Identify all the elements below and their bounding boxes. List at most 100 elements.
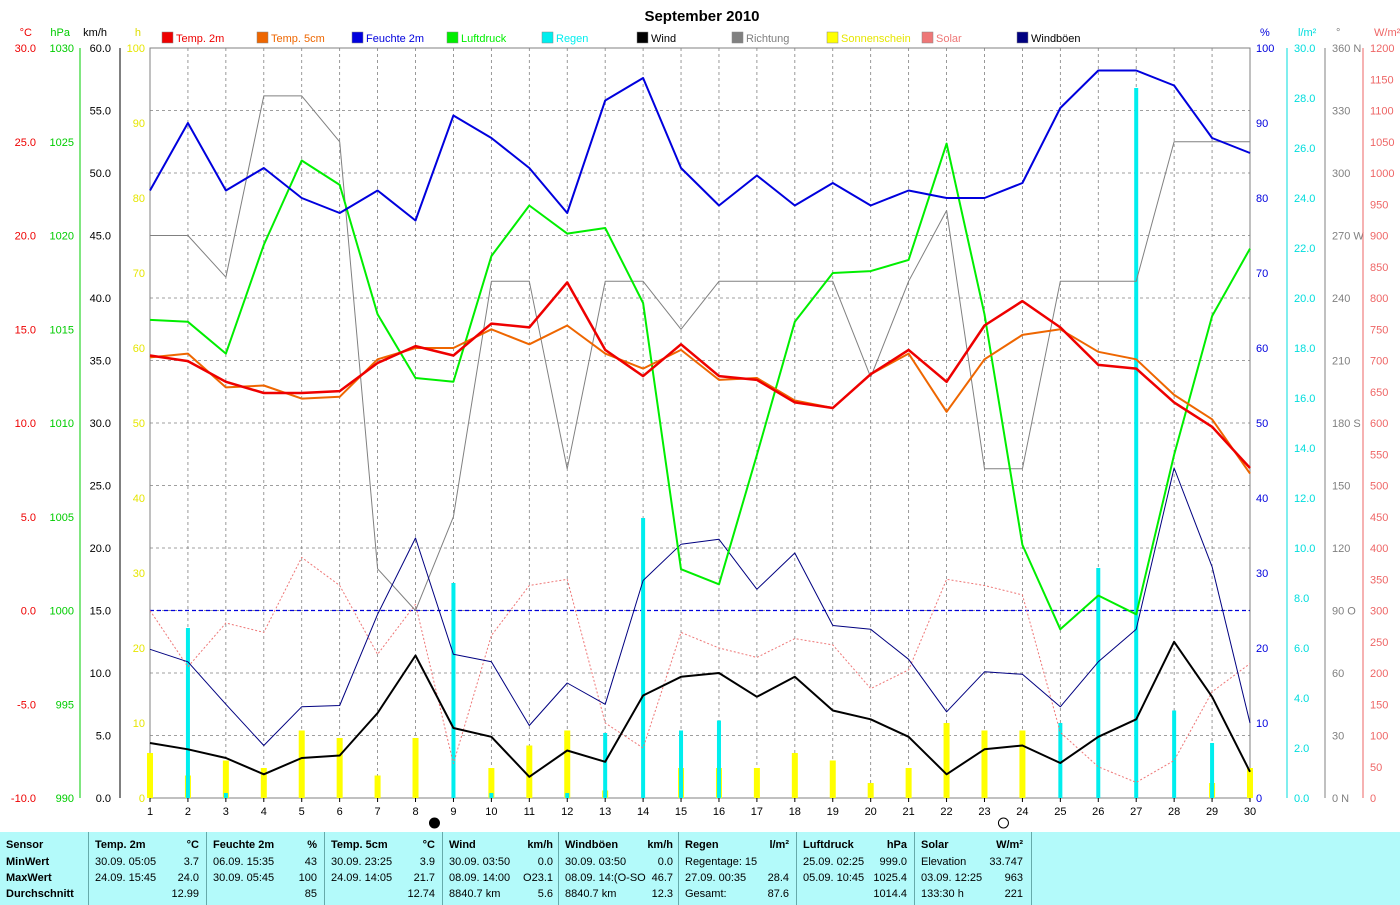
series-line-wind	[149, 640, 1251, 778]
sunshine-bar	[1019, 730, 1026, 798]
x-tick-label: 30	[1244, 806, 1256, 818]
stats-solar-elevation-label: Elevation	[921, 856, 967, 868]
stats-row-min-label: MinWert	[6, 856, 50, 868]
stats-regen-column: Regen l/m² Regentage: 15 27.09. 00:35 28…	[678, 832, 797, 905]
stats-temp2m-min-value: 3.7	[183, 856, 199, 868]
stats-sensor-title: Sensor	[6, 839, 44, 851]
rain-bar	[1134, 88, 1139, 798]
stats-wind-total: 8840.7 km	[449, 888, 501, 900]
x-tick-label: 17	[751, 806, 763, 818]
wind-tick-label: 0.0	[96, 793, 111, 805]
solar-tick-label: 250	[1370, 637, 1388, 649]
axes: °C 30.0 25.0 20.0 15.0 10.0 5.0 0.0 -5.0 -10.0 hPa…	[11, 27, 1400, 805]
legend-swatch	[1016, 31, 1029, 44]
sunshine-bar	[147, 753, 153, 798]
legend-swatch	[446, 31, 459, 44]
temp-tick-label: -10.0	[11, 793, 36, 805]
stats-temp5cm-avg: 12.74	[407, 888, 435, 900]
full-moon-icon	[997, 817, 1009, 829]
solar-tick-label: 200	[1370, 668, 1388, 680]
sunshine-bar	[526, 745, 533, 798]
humidity-tick-label: 80	[1256, 193, 1268, 205]
direction-tick-label: 180 S	[1332, 418, 1361, 430]
x-tick-label: 22	[940, 806, 952, 818]
temp-tick-label: 5.0	[21, 512, 36, 524]
stats-wind-title: Wind	[449, 839, 476, 851]
solar-tick-label: 50	[1370, 762, 1382, 774]
stats-regen-max-value: 28.4	[767, 872, 789, 884]
sunshine-bar	[260, 768, 267, 798]
sunshine-bar	[374, 775, 381, 798]
solar-tick-label: 300	[1370, 606, 1388, 618]
stats-luftdruck-max-date: 05.09. 10:45	[803, 872, 865, 884]
direction-tick-label: 240	[1332, 293, 1350, 305]
direction-tick-label: 360 N	[1332, 43, 1361, 55]
stats-regen-unit: l/m²	[769, 839, 789, 851]
sunshine-bar	[905, 768, 912, 798]
pressure-tick-label: 1000	[50, 606, 74, 618]
sun-tick-label: 80	[133, 193, 145, 205]
solar-tick-label: 500	[1370, 481, 1388, 493]
stats-windboeen-avg: 12.3	[651, 888, 673, 900]
stats-wind-min-value: 0.0	[537, 856, 553, 868]
wind-tick-label: 40.0	[90, 293, 111, 305]
rain-tick-label: 8.0	[1294, 593, 1309, 605]
x-axis: 1 2 3 4 5 6 7 8 9 10 11 12 13 14 15 16 17 18 19 20 21 22 23 24 2…	[147, 798, 1256, 818]
temp-tick-label: 10.0	[15, 418, 36, 430]
solar-tick-label: 0	[1370, 793, 1376, 805]
sunshine-bar	[412, 738, 419, 798]
bars	[147, 88, 1253, 798]
stats-luftdruck-unit: hPa	[886, 839, 907, 851]
x-tick-label: 28	[1168, 806, 1180, 818]
series-lines	[149, 69, 1251, 783]
temp-tick-label: 20.0	[15, 231, 36, 243]
sunshine-bar	[943, 723, 950, 798]
sun-tick-label: 40	[133, 493, 145, 505]
weather-chart: September 2010 Temp. 2m Temp. 5cm Feuchte …	[10, 8, 1400, 829]
sun-tick-label: 100	[127, 43, 145, 55]
x-tick-label: 23	[978, 806, 990, 818]
wind-tick-label: 45.0	[90, 231, 111, 243]
stats-feuchte-max-value: 100	[298, 872, 317, 884]
solar-tick-label: 350	[1370, 574, 1388, 586]
stats-luftdruck-column: Luftdruck hPa 25.09. 02:25 999.0 05.09. …	[796, 832, 915, 905]
wind-tick-label: 30.0	[90, 418, 111, 430]
humidity-tick-label: 70	[1256, 268, 1268, 280]
stats-windboeen-max-date: 08.09. 14:(O-SO	[565, 872, 646, 884]
stats-regen-title: Regen	[685, 839, 719, 851]
humidity-tick-label: 10	[1256, 718, 1268, 730]
x-tick-label: 13	[599, 806, 611, 818]
rain-bar	[1172, 710, 1177, 798]
stats-temp5cm-max-value: 21.7	[413, 872, 435, 884]
stats-luftdruck-max-value: 1025.4	[873, 872, 907, 884]
pressure-tick-label: 1030	[50, 43, 74, 55]
solar-tick-label: 1150	[1370, 74, 1394, 86]
legend-swatch	[161, 31, 174, 44]
humidity-tick-label: 60	[1256, 343, 1268, 355]
x-tick-label: 27	[1130, 806, 1142, 818]
sun-tick-label: 10	[133, 718, 145, 730]
direction-tick-label: 0 N	[1332, 793, 1349, 805]
stats-row-max-label: MaxWert	[6, 872, 52, 884]
stats-solar-elevation-value: 33.747	[989, 856, 1023, 868]
legend-swatch	[351, 31, 364, 44]
stats-regen-total-label: Gesamt:	[685, 888, 727, 900]
humidity-tick-label: 100	[1256, 43, 1274, 55]
x-tick-label: 14	[637, 806, 649, 818]
x-tick-label: 21	[902, 806, 914, 818]
stats-feuchte-column: Feuchte 2m % 06.09. 15:35 43 30.09. 05:4…	[206, 832, 325, 905]
rain-tick-label: 14.0	[1294, 443, 1315, 455]
rain-tick-label: 22.0	[1294, 243, 1315, 255]
sunshine-bar	[298, 730, 305, 798]
stats-wind-max-value: 23.1	[531, 872, 553, 884]
sunshine-bar	[336, 738, 343, 798]
stats-windboeen-title: Windböen	[565, 839, 619, 851]
stats-windboeen-unit: km/h	[647, 839, 673, 851]
direction-tick-label: 120	[1332, 543, 1350, 555]
legend-label: Wind	[651, 33, 676, 45]
rain-bar	[489, 793, 494, 798]
stats-windboeen-min-value: 0.0	[657, 856, 673, 868]
x-tick-label: 4	[261, 806, 267, 818]
sunshine-bar	[753, 768, 760, 798]
rain-tick-label: 24.0	[1294, 193, 1315, 205]
